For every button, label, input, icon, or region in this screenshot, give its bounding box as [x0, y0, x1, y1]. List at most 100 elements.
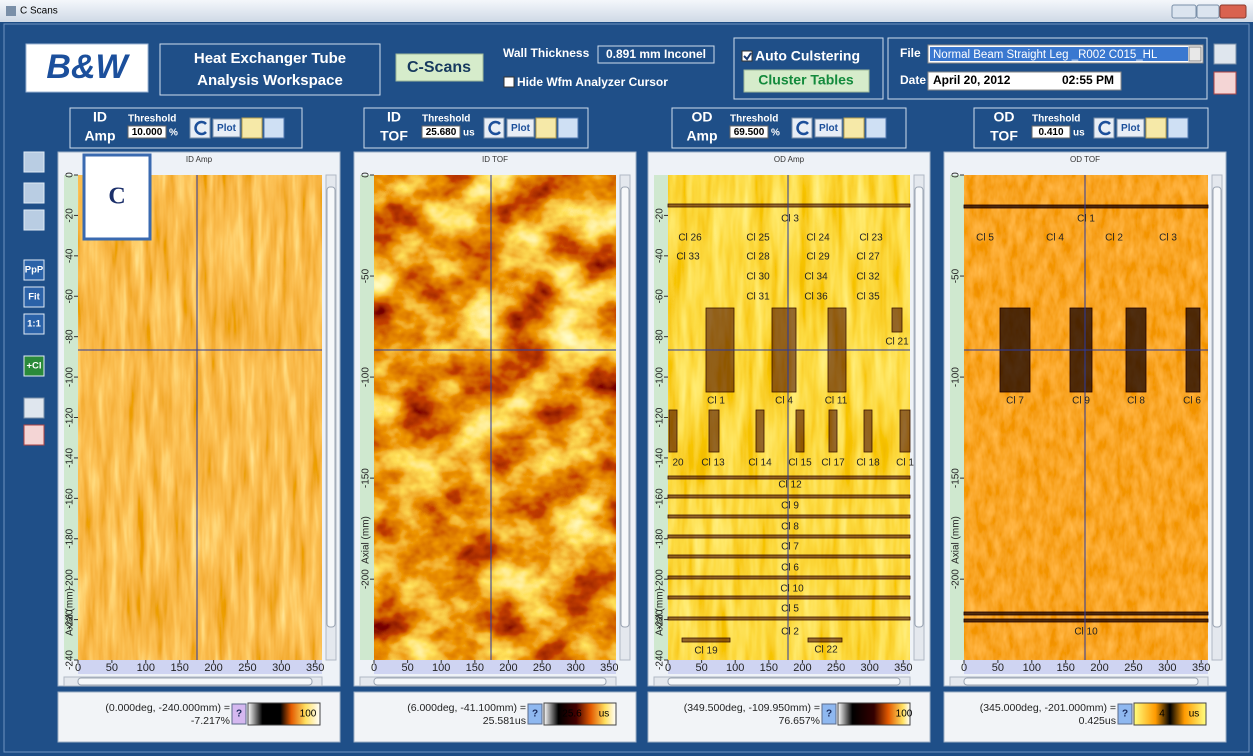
cluster-label: 20: [672, 458, 684, 469]
cluster-box: [756, 410, 764, 452]
x-tick-label: 250: [1124, 662, 1142, 674]
y-tick-label: -40: [65, 248, 76, 263]
colorbar-label: 100: [896, 709, 913, 720]
scroll-thumb[interactable]: [915, 187, 923, 627]
cluster-label: Cl 12: [778, 480, 802, 491]
panel-name: TOF: [380, 128, 408, 144]
window-icon: [6, 6, 16, 16]
cluster-label: Cl 10: [1074, 627, 1098, 638]
save-button[interactable]: [1168, 118, 1188, 138]
date-label: Date: [900, 73, 926, 87]
maximize-button[interactable]: [1197, 5, 1219, 18]
y-tick-label: 0: [361, 172, 372, 178]
cluster-label: Cl 23: [859, 233, 883, 244]
cluster-label: Cl 2: [1105, 233, 1123, 244]
scroll-thumb[interactable]: [621, 187, 629, 627]
x-tick-label: 350: [306, 662, 324, 674]
scroll-thumb[interactable]: [1213, 187, 1221, 627]
checkbox[interactable]: [504, 77, 514, 87]
cluster-box: [964, 612, 1208, 615]
dropdown-arrow[interactable]: [1189, 47, 1201, 61]
plot-button-label: Plot: [819, 123, 839, 134]
checkbox-label: Auto Culstering: [755, 48, 860, 64]
zoom-button[interactable]: [24, 152, 44, 172]
cluster-label: Cl 1: [896, 458, 914, 469]
x-tick-label: 150: [1056, 662, 1074, 674]
minimize-button[interactable]: [1172, 5, 1196, 18]
x-tick-label: 200: [793, 662, 811, 674]
save-icon[interactable]: [1214, 44, 1236, 64]
cluster-label: Cl 19: [694, 646, 718, 657]
app-title-line: Analysis Workspace: [197, 72, 343, 89]
side-tool-label: 1:1: [27, 319, 41, 330]
cluster-label: Cl 22: [814, 645, 838, 656]
help-button-label: ?: [1122, 709, 1128, 720]
cluster-label: Cl 13: [701, 458, 725, 469]
zoom-button[interactable]: [24, 210, 44, 230]
help-button-label: ?: [236, 709, 242, 720]
save-button[interactable]: [558, 118, 578, 138]
time-value: 02:55 PM: [1062, 73, 1114, 87]
x-tick-label: 50: [992, 662, 1004, 674]
scroll-thumb[interactable]: [327, 187, 335, 627]
cluster-label: Cl 32: [856, 272, 880, 283]
file-label: File: [900, 46, 921, 60]
cluster-box: [892, 308, 902, 332]
copy-button[interactable]: [536, 118, 556, 138]
cluster-box: [668, 204, 910, 207]
cluster-label: Cl 35: [856, 292, 880, 303]
save-button[interactable]: [264, 118, 284, 138]
threshold-value: 69.500: [734, 127, 765, 138]
y-tick-label: -200: [655, 569, 666, 589]
threshold-label: Threshold: [1032, 114, 1080, 125]
y-tick-label: -50: [361, 268, 372, 283]
x-tick-label: 250: [827, 662, 845, 674]
x-tick-label: 100: [432, 662, 450, 674]
close-button[interactable]: [1220, 5, 1246, 18]
file-value: Normal Beam Straight Leg _R002 C015_HL: [933, 49, 1158, 61]
pdf-button[interactable]: [24, 425, 44, 445]
scroll-thumb[interactable]: [964, 678, 1198, 685]
scroll-thumb[interactable]: [668, 678, 900, 685]
plot-button-label: Plot: [1121, 123, 1141, 134]
copy-button[interactable]: [844, 118, 864, 138]
scroll-thumb[interactable]: [78, 678, 312, 685]
x-tick-label: 150: [466, 662, 484, 674]
cluster-label: Cl 31: [746, 292, 770, 303]
cluster-box: [668, 576, 910, 579]
y-tick-label: -50: [951, 268, 962, 283]
cluster-box: [964, 619, 1208, 622]
zoom-button[interactable]: [24, 183, 44, 203]
y-tick-label: -60: [65, 289, 76, 304]
x-tick-label: 100: [726, 662, 744, 674]
cluster-label: Cl 3: [1159, 233, 1177, 244]
cluster-label: Cl 9: [1072, 396, 1090, 407]
cluster-label: Cl 9: [781, 501, 799, 512]
colorbar-label: 4: [1159, 709, 1165, 720]
status-coords: (345.000deg, -201.000mm) =: [980, 702, 1116, 714]
y-tick-label: -200: [65, 569, 76, 589]
x-tick-label: 50: [106, 662, 118, 674]
title-bar: [0, 0, 1253, 22]
threshold-value: 0.410: [1038, 127, 1063, 138]
cluster-label: Cl 6: [781, 563, 799, 574]
cluster-box: [709, 410, 719, 452]
threshold-value: 25.680: [426, 127, 457, 138]
copy-button[interactable]: [1146, 118, 1166, 138]
cluster-box: [864, 410, 872, 452]
help-button-label: ?: [826, 709, 832, 720]
cluster-label: Cl 18: [856, 458, 880, 469]
cluster-label: Cl 21: [885, 337, 909, 348]
copy-button[interactable]: [242, 118, 262, 138]
scroll-thumb[interactable]: [374, 678, 606, 685]
save-button[interactable]: [866, 118, 886, 138]
y-tick-label: -160: [65, 488, 76, 508]
mode-button-label: C-Scans: [407, 59, 471, 76]
threshold-label: Threshold: [422, 114, 470, 125]
y-tick-label: -60: [655, 289, 666, 304]
print-button[interactable]: [24, 398, 44, 418]
checkbox-label: Hide Wfm Analyzer Cursor: [517, 75, 668, 89]
x-tick-label: 100: [137, 662, 155, 674]
pdf-icon[interactable]: [1214, 72, 1236, 94]
cluster-box: [829, 410, 837, 452]
